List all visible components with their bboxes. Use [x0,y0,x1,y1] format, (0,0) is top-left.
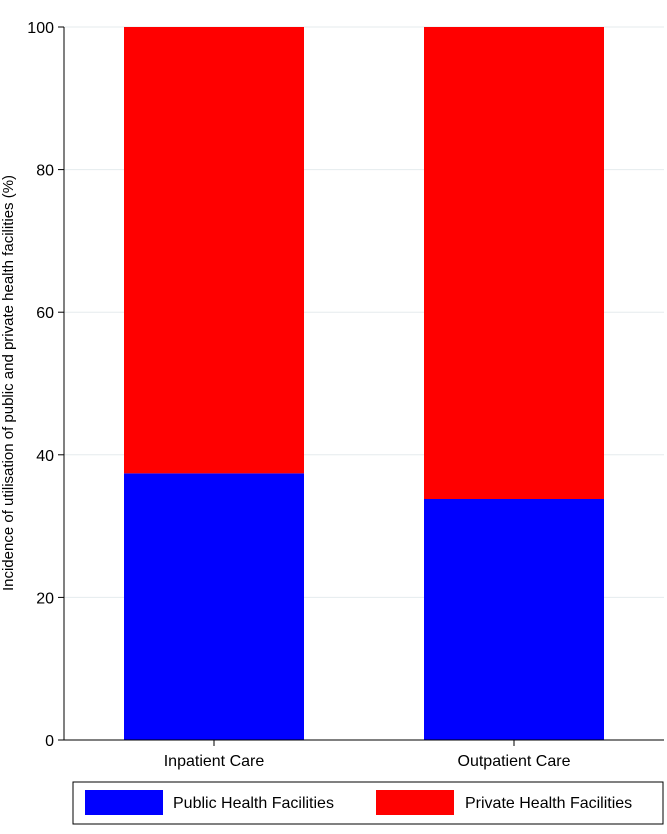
bar-private-inpatient [124,27,304,474]
bar-public-inpatient [124,473,304,740]
legend-label-public: Public Health Facilities [173,795,334,812]
legend-box [72,781,664,825]
axes [63,27,664,741]
legend-swatch-public [85,790,163,815]
legend-label-private: Private Health Facilities [465,795,632,812]
y-tick-label: 80 [36,163,54,180]
y-tick-label: 0 [45,733,54,750]
bar-public-outpatient [424,499,604,740]
y-axis-title: Incidence of utilisation of public and p… [0,175,17,591]
y-tick-label: 20 [36,590,54,607]
bars [124,27,604,740]
y-ticks: 0 20 40 60 80 100 [27,20,64,750]
x-tick-label: Outpatient Care [458,753,571,770]
x-ticks: Inpatient Care Outpatient Care [164,740,571,770]
y-tick-label: 60 [36,305,54,322]
legend-swatch-private [376,790,454,815]
x-tick-label: Inpatient Care [164,753,265,770]
bar-private-outpatient [424,27,604,500]
y-tick-label: 100 [27,20,54,37]
y-tick-label: 40 [36,448,54,465]
legend: Public Health Facilities Private Health F… [72,781,664,825]
